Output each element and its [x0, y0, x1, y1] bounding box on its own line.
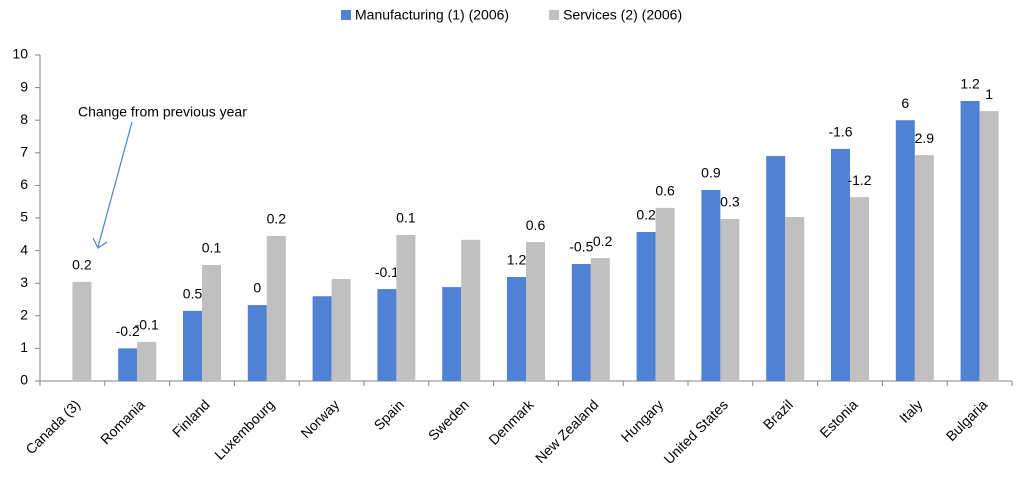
bar	[701, 189, 721, 381]
data-label: 0.2	[267, 211, 287, 227]
bar	[72, 281, 92, 381]
x-tick-label: Finland	[169, 396, 213, 440]
bar	[655, 207, 675, 381]
y-tick-label: 6	[20, 176, 28, 192]
bar	[183, 310, 202, 381]
bar	[377, 289, 397, 381]
y-tick-label: 2	[20, 307, 28, 323]
x-tick-label: Canada (3)	[22, 396, 83, 457]
bar	[590, 258, 610, 381]
bar	[507, 277, 526, 381]
bar	[202, 264, 221, 381]
data-label: 0.1	[202, 240, 222, 256]
y-tick-label: 0	[20, 372, 28, 388]
bar	[247, 305, 267, 381]
bar	[312, 296, 332, 381]
bar	[720, 218, 740, 381]
data-label: 0.5	[183, 286, 203, 302]
x-tick-label: Brazil	[760, 396, 796, 432]
data-label: -0.2	[116, 323, 140, 339]
bar	[118, 348, 138, 381]
y-tick-label: 8	[20, 111, 28, 127]
x-tick-label: Italy	[896, 396, 925, 425]
data-label: 0.3	[720, 194, 740, 210]
x-tick-label: Bulgaria	[943, 396, 991, 444]
x-tick-label: Estonia	[816, 396, 860, 440]
data-label: -1.6	[828, 124, 852, 140]
bar	[831, 148, 850, 381]
y-tick-label: 1	[20, 339, 28, 355]
bar	[396, 234, 416, 381]
bar	[785, 217, 805, 381]
bar	[571, 263, 591, 381]
x-tick-label: Sweden	[425, 396, 472, 443]
legend-swatch	[341, 10, 351, 20]
data-label: -1.2	[847, 172, 871, 188]
data-label: -0.1	[375, 264, 399, 280]
bar	[895, 120, 915, 381]
bar	[914, 155, 934, 381]
x-tick-label: Romania	[97, 396, 148, 447]
x-tick-label: Hungary	[618, 396, 667, 445]
data-label: 1	[985, 86, 993, 102]
annotation: Change from previous year	[78, 104, 247, 120]
bar	[442, 287, 462, 381]
data-label: 1.2	[960, 76, 980, 92]
y-tick-label: 10	[12, 46, 28, 62]
data-label: -0.2	[588, 233, 612, 249]
x-tick-label: Denmark	[485, 396, 537, 448]
x-tick-label: Norway	[297, 396, 342, 441]
bar	[461, 239, 481, 381]
legend-label: Manufacturing (1) (2006)	[355, 7, 509, 23]
legend-swatch	[549, 10, 560, 20]
data-label: 1.2	[507, 252, 527, 268]
bar	[850, 197, 869, 381]
x-tick-label: Spain	[371, 396, 408, 433]
data-label: 0.1	[396, 210, 416, 226]
x-tick-label: New Zealand	[532, 396, 602, 466]
bar	[526, 242, 545, 381]
x-tick-label: United States	[660, 396, 731, 467]
x-tick-label: Luxembourg	[211, 396, 277, 462]
bar	[979, 111, 999, 382]
legend-label: Services (2) (2006)	[563, 7, 682, 23]
y-tick-label: 3	[20, 274, 28, 290]
data-label: 2.9	[915, 130, 935, 146]
y-tick-label: 4	[20, 241, 28, 257]
data-label: -0.5	[569, 239, 593, 255]
bar	[331, 278, 351, 381]
bar	[766, 156, 786, 381]
data-label: 0.6	[655, 183, 675, 199]
data-label: 0	[253, 280, 261, 296]
data-label: 0.6	[526, 217, 546, 233]
y-tick-label: 9	[20, 78, 28, 94]
bar	[636, 232, 656, 381]
bar	[137, 341, 157, 381]
data-label: 0.2	[636, 207, 656, 223]
annotation-arrow	[92, 121, 133, 249]
data-label: 0.2	[72, 257, 92, 273]
data-label: -0.1	[135, 317, 159, 333]
y-tick-label: 5	[20, 209, 28, 225]
y-tick-label: 7	[20, 144, 28, 160]
data-label: 0.9	[701, 165, 721, 181]
bar	[266, 235, 286, 381]
bar	[960, 100, 980, 381]
data-label: 6	[901, 95, 909, 111]
